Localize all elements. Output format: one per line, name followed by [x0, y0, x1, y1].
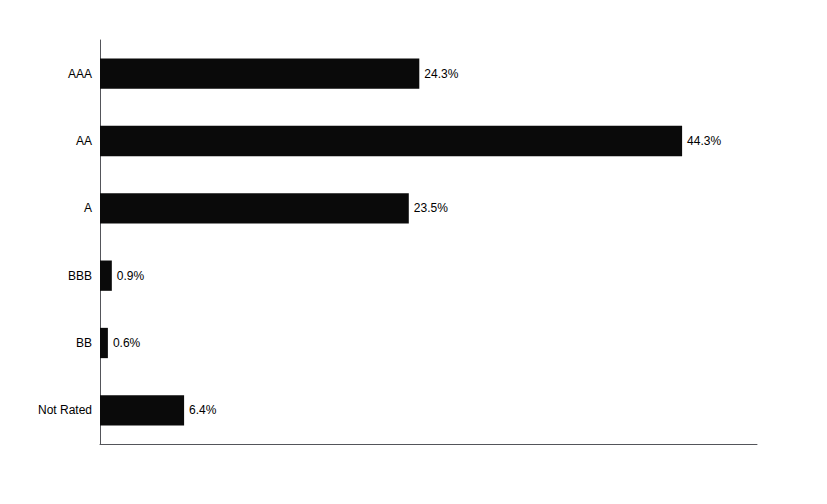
svg-text:Not Rated: Not Rated — [38, 403, 92, 417]
svg-text:BB: BB — [76, 336, 92, 350]
svg-text:23.5%: 23.5% — [414, 201, 448, 215]
svg-text:AA: AA — [76, 134, 92, 148]
svg-text:6.4%: 6.4% — [189, 403, 217, 417]
svg-text:AAA: AAA — [68, 67, 92, 81]
svg-text:0.9%: 0.9% — [117, 269, 145, 283]
svg-text:0.6%: 0.6% — [113, 336, 141, 350]
svg-text:44.3%: 44.3% — [687, 134, 721, 148]
svg-text:24.3%: 24.3% — [424, 67, 458, 81]
svg-text:BBB: BBB — [68, 269, 92, 283]
svg-text:A: A — [84, 201, 92, 215]
